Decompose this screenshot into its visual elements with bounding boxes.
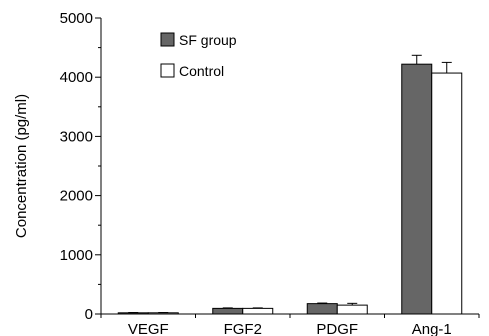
y-tick-label: 5000 [60, 10, 93, 27]
x-tick-label: Ang-1 [412, 321, 452, 336]
y-tick-label: 3000 [60, 128, 93, 145]
legend-swatch [160, 63, 175, 78]
y-tick-label: 0 [85, 306, 93, 323]
legend: SF group Control [160, 32, 237, 79]
y-tick-labels: 0 1000 2000 3000 4000 5000 [60, 10, 93, 323]
error-bars [128, 54, 452, 314]
y-tick-label: 2000 [60, 188, 93, 205]
legend-swatch [160, 32, 175, 47]
y-tick-label: 1000 [60, 247, 93, 264]
x-tick-labels: VEGF FGF2 PDGF Ang-1 [128, 321, 452, 336]
bar [306, 303, 338, 315]
bars [117, 63, 463, 315]
y-tick-label: 4000 [60, 69, 93, 86]
bar [336, 304, 368, 315]
legend-label: Control [179, 63, 224, 79]
legend-label: SF group [179, 32, 237, 48]
x-tick-label: FGF2 [224, 321, 262, 336]
bar [401, 63, 433, 315]
x-tick-label: PDGF [316, 321, 358, 336]
bar [212, 307, 244, 315]
x-tick-label: VEGF [128, 321, 169, 336]
bar [242, 307, 274, 315]
bar [431, 72, 463, 315]
y-axis-label: Concentration (pg/ml) [13, 94, 30, 238]
